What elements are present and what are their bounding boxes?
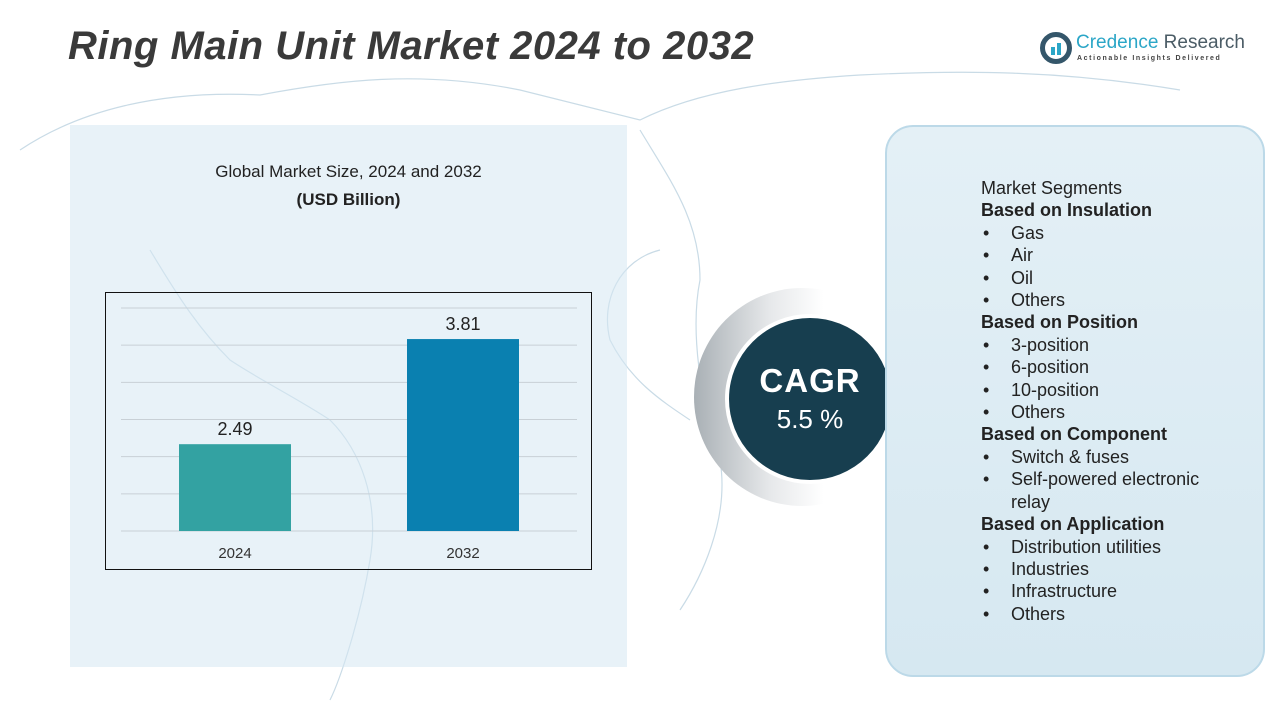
x-tick-label: 2032 [446,545,479,562]
segment-item: Industries [981,558,1241,581]
segment-item: Oil [981,267,1241,290]
segment-item: 6-position [981,356,1241,379]
logo-chart-icon [1040,32,1072,64]
cagr-value: 5.5 % [776,404,844,434]
bar-2032 [407,339,519,531]
x-tick-label: 2024 [218,545,251,562]
data-label: 3.81 [445,314,480,334]
cagr-badge: CAGR 5.5 % [725,314,895,484]
chart-title: Global Market Size, 2024 and 2032 [215,162,482,181]
logo-name-part2: Research [1163,32,1245,53]
bar-2024 [179,444,291,531]
bar-chart: 2.49 2024 3.81 2032 [105,292,592,570]
segment-item: Gas [981,222,1241,245]
segments-heading: Market Segments [981,178,1123,198]
logo-tagline: Actionable Insights Delivered [1077,55,1222,62]
segment-item: Switch & fuses [981,446,1241,469]
chart-unit: (USD Billion) [296,190,401,209]
cagr-label: CAGR [759,362,861,399]
bar-chart-svg: 2.49 2024 3.81 2032 [121,307,577,562]
segment-item: Infrastructure [981,580,1241,603]
segment-group-title: Based on Insulation [981,200,1153,221]
segment-item: Self-powered electronic relay [981,468,1241,513]
data-label: 2.49 [217,419,252,439]
chart-panel [70,125,627,667]
segment-item: Air [981,244,1241,267]
logo-name-part1: Credence [1076,32,1159,53]
segment-item: Others [981,401,1241,424]
credence-research-logo: Credence Research Actionable Insights De… [1040,32,1260,68]
logo-name: Credence Research [1076,32,1245,54]
segment-item: Others [981,603,1241,626]
segment-item: Others [981,289,1241,312]
segment-item: Distribution utilities [981,536,1241,559]
segment-group-title: Based on Position [981,312,1139,333]
market-segments-list: Market Segments Based on InsulationGasAi… [981,177,1241,626]
segment-group-title: Based on Component [981,424,1168,445]
segment-item: 10-position [981,379,1241,402]
segment-group-title: Based on Application [981,514,1165,535]
page-title: Ring Main Unit Market 2024 to 2032 [68,24,755,68]
segment-item: 3-position [981,334,1241,357]
